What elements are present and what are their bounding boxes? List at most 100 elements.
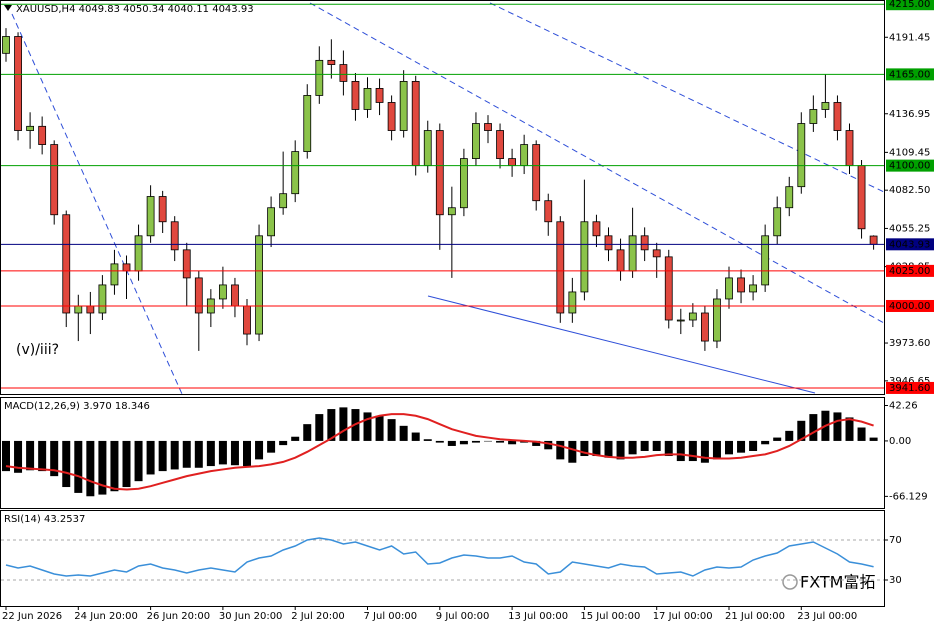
signal-line xyxy=(5,413,874,491)
macd-bar xyxy=(170,440,179,470)
candle-body xyxy=(845,130,854,167)
macd-bar xyxy=(74,440,83,493)
candle-body xyxy=(26,125,35,131)
macd-bar xyxy=(664,440,673,457)
frame xyxy=(0,0,885,607)
candle-body xyxy=(158,196,167,223)
y-tick-label: 42.26 xyxy=(889,400,918,411)
macd-bar xyxy=(532,440,541,446)
rsi-panel-frame xyxy=(0,510,885,607)
macd-bar xyxy=(640,440,649,451)
x-tick-label: 7 Jul 00:00 xyxy=(364,611,418,622)
candle-body xyxy=(255,235,263,335)
y-tick-label: 70 xyxy=(889,535,902,546)
x-tick-label: 21 Jul 00:00 xyxy=(725,611,785,622)
candle-body xyxy=(580,221,589,293)
candle-body xyxy=(86,305,95,314)
candle-body xyxy=(14,36,22,131)
macd-bar xyxy=(146,440,155,475)
candle-body xyxy=(773,207,782,237)
macd-bar xyxy=(411,432,420,441)
macd-bar xyxy=(62,440,71,488)
candle-body xyxy=(327,59,336,65)
x-tick-label: 9 Jul 00:00 xyxy=(436,611,490,622)
candle-body xyxy=(146,196,155,237)
level-label: 4100.00 xyxy=(889,161,930,172)
candle-body xyxy=(568,291,577,314)
macd-bar xyxy=(2,440,10,472)
candle-body xyxy=(496,130,504,160)
candle-body xyxy=(737,277,745,293)
macd-bar xyxy=(484,440,492,442)
candle-body xyxy=(713,298,721,342)
macd-bar xyxy=(773,437,782,441)
macd-bar xyxy=(700,440,709,463)
macd-title: MACD(12,26,9) 3.970 18.346 xyxy=(4,401,150,412)
macd-bar xyxy=(230,440,239,466)
candle-body xyxy=(592,221,601,237)
macd-bar xyxy=(339,407,348,441)
candle-body xyxy=(423,130,432,167)
y-tick-label: 4136.95 xyxy=(889,109,930,120)
candle-body xyxy=(761,235,770,286)
macd-bar xyxy=(158,440,167,472)
candle-body xyxy=(110,263,119,286)
candle-body xyxy=(182,249,191,279)
macd-bar xyxy=(327,409,336,441)
trend-lines xyxy=(11,2,885,395)
candle-body xyxy=(315,59,324,96)
candle-body xyxy=(544,200,553,223)
level-label: 4025.00 xyxy=(889,266,930,277)
macd-bar xyxy=(628,440,637,455)
candle-body xyxy=(387,102,396,131)
y-tick-label: 4109.45 xyxy=(889,147,930,158)
macd-bar xyxy=(98,440,107,495)
candle-body xyxy=(243,305,251,335)
candle-body xyxy=(797,123,806,188)
level-label: 4043.93 xyxy=(889,239,930,250)
macd-bar xyxy=(652,440,661,451)
candle-body xyxy=(459,158,468,209)
candle-body xyxy=(532,144,541,202)
annotation: (v)/iii? xyxy=(16,342,59,358)
candle-body xyxy=(857,165,866,230)
y-tick-label: 3973.60 xyxy=(889,338,930,349)
macd-bar xyxy=(761,440,770,445)
candle-body xyxy=(749,284,757,293)
x-tick-label: 2 Jul 20:00 xyxy=(291,611,345,622)
macd-bar xyxy=(315,414,324,441)
watermark-logo xyxy=(782,574,798,590)
candle-body xyxy=(363,88,372,110)
macd-bar xyxy=(279,440,288,446)
candle-body xyxy=(231,284,239,307)
watermark: FXTM富拓 xyxy=(800,573,875,592)
candle-body xyxy=(628,235,637,272)
macd-bar xyxy=(387,419,396,441)
main-panel-frame xyxy=(0,0,885,395)
macd-panel-frame xyxy=(0,397,885,509)
macd-bar xyxy=(86,440,95,497)
x-tick-label: 13 Jul 00:00 xyxy=(508,611,568,622)
level-label: 4000.00 xyxy=(889,301,930,312)
level-label: 4165.00 xyxy=(889,69,930,80)
candle-body xyxy=(411,81,420,167)
x-tick-label: 22 Jun 2026 xyxy=(2,611,62,622)
macd-bar xyxy=(568,440,577,463)
level-label-box xyxy=(886,264,934,277)
candle-body xyxy=(351,81,360,110)
level-label: 4215.00 xyxy=(889,0,930,10)
y-tick-label: 30 xyxy=(889,575,902,586)
macd-bar xyxy=(182,440,191,468)
candle-body xyxy=(267,207,276,237)
macd-bar xyxy=(845,417,854,441)
y-tick-label: -66.129 xyxy=(889,491,928,502)
macd-bar xyxy=(459,440,468,445)
macd-bar xyxy=(785,430,794,441)
candle-body xyxy=(74,305,83,314)
macd-bar xyxy=(508,440,517,445)
y-tick-label: 4055.25 xyxy=(889,223,930,234)
candle-body xyxy=(472,123,480,160)
x-tick-label: 26 Jun 20:00 xyxy=(147,611,211,622)
x-tick-label: 24 Jun 20:00 xyxy=(74,611,138,622)
